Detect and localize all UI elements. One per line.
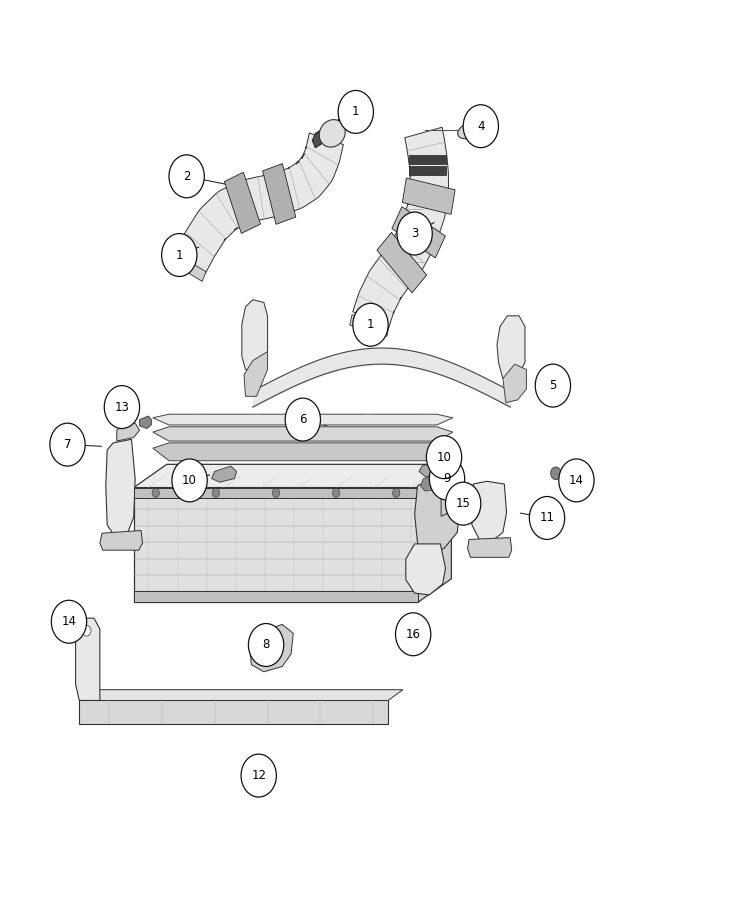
- Polygon shape: [133, 488, 419, 602]
- Polygon shape: [100, 530, 142, 550]
- Circle shape: [82, 626, 91, 636]
- Polygon shape: [176, 133, 343, 274]
- Circle shape: [169, 155, 205, 198]
- Polygon shape: [402, 178, 455, 214]
- Text: 15: 15: [456, 497, 471, 510]
- Polygon shape: [170, 253, 206, 282]
- Polygon shape: [153, 414, 453, 425]
- Polygon shape: [153, 427, 453, 441]
- Polygon shape: [250, 625, 293, 671]
- Circle shape: [333, 489, 340, 498]
- Circle shape: [396, 613, 431, 656]
- Circle shape: [273, 489, 279, 498]
- Polygon shape: [377, 232, 427, 292]
- Circle shape: [551, 467, 561, 480]
- Polygon shape: [415, 473, 460, 555]
- Polygon shape: [441, 488, 462, 517]
- Polygon shape: [79, 689, 403, 700]
- Polygon shape: [212, 466, 236, 482]
- Circle shape: [397, 212, 432, 255]
- Circle shape: [172, 459, 207, 502]
- Polygon shape: [406, 544, 445, 595]
- Text: 1: 1: [352, 105, 359, 119]
- Polygon shape: [242, 300, 268, 370]
- Polygon shape: [117, 423, 139, 441]
- Text: 8: 8: [262, 638, 270, 652]
- Circle shape: [535, 364, 571, 407]
- Circle shape: [353, 303, 388, 346]
- Text: 5: 5: [549, 379, 556, 392]
- Polygon shape: [503, 364, 526, 402]
- Ellipse shape: [356, 307, 382, 334]
- Text: 12: 12: [251, 770, 266, 782]
- Circle shape: [529, 497, 565, 539]
- Circle shape: [241, 754, 276, 797]
- Text: 13: 13: [114, 400, 130, 414]
- Polygon shape: [106, 439, 135, 536]
- Circle shape: [50, 423, 85, 466]
- Polygon shape: [350, 315, 389, 337]
- Polygon shape: [225, 172, 261, 233]
- Circle shape: [248, 624, 284, 667]
- Text: 14: 14: [569, 474, 584, 487]
- Polygon shape: [410, 166, 446, 175]
- Circle shape: [104, 385, 139, 428]
- Polygon shape: [468, 537, 512, 557]
- Polygon shape: [392, 207, 445, 258]
- Circle shape: [338, 90, 373, 133]
- Polygon shape: [133, 591, 419, 602]
- Circle shape: [152, 489, 159, 498]
- Polygon shape: [471, 482, 507, 541]
- Polygon shape: [419, 461, 444, 477]
- Text: 10: 10: [436, 451, 451, 464]
- Circle shape: [212, 489, 219, 498]
- Text: 7: 7: [64, 438, 71, 451]
- Polygon shape: [139, 416, 151, 428]
- Polygon shape: [497, 316, 525, 378]
- Text: 11: 11: [539, 511, 554, 525]
- Circle shape: [51, 600, 87, 644]
- Polygon shape: [353, 127, 448, 328]
- Text: 2: 2: [183, 170, 190, 183]
- Circle shape: [445, 482, 481, 525]
- Circle shape: [162, 233, 197, 276]
- Polygon shape: [313, 119, 342, 148]
- Polygon shape: [419, 464, 451, 602]
- Text: 9: 9: [443, 472, 451, 485]
- Text: 4: 4: [477, 120, 485, 132]
- Polygon shape: [420, 475, 441, 491]
- Circle shape: [429, 457, 465, 500]
- Polygon shape: [244, 352, 268, 396]
- Polygon shape: [133, 464, 451, 488]
- Text: 16: 16: [405, 628, 421, 641]
- Circle shape: [463, 104, 499, 148]
- Circle shape: [285, 398, 321, 441]
- Polygon shape: [76, 618, 100, 700]
- Polygon shape: [79, 700, 388, 724]
- Text: 1: 1: [176, 248, 183, 262]
- Circle shape: [426, 436, 462, 479]
- Polygon shape: [262, 164, 296, 224]
- Text: 6: 6: [299, 413, 307, 426]
- Text: 14: 14: [62, 616, 76, 628]
- Text: 3: 3: [411, 227, 419, 240]
- Polygon shape: [410, 155, 446, 164]
- Text: 10: 10: [182, 474, 197, 487]
- Ellipse shape: [458, 121, 486, 139]
- Polygon shape: [153, 443, 453, 461]
- Circle shape: [393, 489, 400, 498]
- Polygon shape: [133, 488, 419, 499]
- Circle shape: [559, 459, 594, 502]
- Ellipse shape: [319, 120, 345, 147]
- Text: 1: 1: [367, 319, 374, 331]
